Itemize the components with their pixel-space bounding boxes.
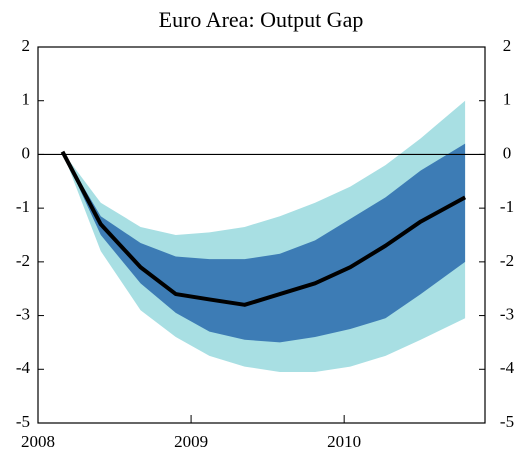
- y-tick-label: -4: [16, 358, 31, 377]
- x-tick-label: 2008: [21, 432, 55, 451]
- y-tick-label: -2: [16, 251, 30, 270]
- central-line: [60, 150, 467, 307]
- y2-tick-label: -2: [500, 251, 514, 270]
- y2-tick-label: -4: [500, 358, 515, 377]
- y2-tick-label: 1: [503, 90, 512, 109]
- chart-title: Euro Area: Output Gap: [159, 7, 364, 32]
- y-tick-label: -1: [16, 197, 30, 216]
- y-tick-label: 1: [22, 90, 31, 109]
- x-tick-label: 2010: [327, 432, 361, 451]
- fan-band: [62, 143, 466, 343]
- y2-tick-label: -5: [500, 412, 514, 431]
- y2-tick-label: 0: [503, 143, 512, 162]
- y2-tick-label: 2: [503, 36, 512, 55]
- x-tick-label: 2009: [174, 432, 208, 451]
- plot-frame: [37, 46, 486, 424]
- y2-tick-label: -1: [500, 197, 514, 216]
- y2-tick-label: -3: [500, 304, 514, 323]
- y-tick-label: -3: [16, 304, 30, 323]
- y-tick-label: -5: [16, 412, 30, 431]
- y-tick-label: 0: [22, 143, 31, 162]
- y-tick-label: 2: [22, 36, 31, 55]
